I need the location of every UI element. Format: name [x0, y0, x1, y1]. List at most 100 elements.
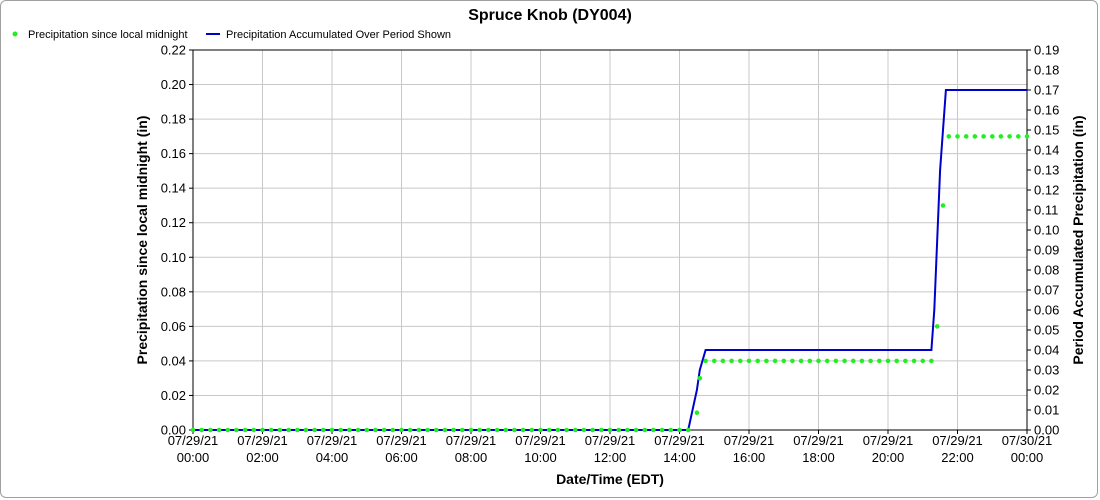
x-axis: 07/29/21 00:00 07/29/21 02:00 07/29/21 04:00 0…: [168, 430, 1053, 465]
data-point: [442, 427, 448, 433]
data-point: [712, 358, 717, 364]
right-tick-label: 0.14: [1034, 143, 1059, 158]
data-point: [1016, 134, 1021, 139]
data-point: [990, 134, 995, 139]
x-tick-date: 07/29/21: [724, 433, 775, 448]
data-point: [425, 427, 430, 433]
data-point: [477, 427, 483, 433]
accumulated-line: [193, 89, 1027, 431]
right-tick-label: 0.01: [1034, 403, 1059, 418]
x-tick-time: 00:00: [177, 450, 210, 465]
x-tick-date: 07/29/21: [585, 433, 636, 448]
data-point: [668, 427, 674, 433]
data-point: [877, 358, 882, 364]
x-tick-date: 07/30/21: [1002, 433, 1053, 448]
left-tick-label: 0.20: [161, 77, 186, 92]
right-tick-label: 0.17: [1034, 83, 1059, 98]
right-tick-label: 0.10: [1034, 223, 1059, 238]
right-tick-label: 0.02: [1034, 383, 1059, 398]
x-tick-time: 22:00: [941, 450, 974, 465]
x-tick-time: 02:00: [246, 450, 279, 465]
legend-label-accumulated: Precipitation Accumulated Over Period Sh…: [226, 29, 451, 41]
left-tick-label: 0.12: [161, 215, 186, 230]
data-point: [659, 427, 665, 433]
left-tick-label: 0.14: [161, 181, 186, 196]
data-point: [355, 427, 361, 433]
right-tick-label: 0.12: [1034, 183, 1059, 198]
right-tick-label: 0.09: [1034, 243, 1059, 258]
x-tick-date: 07/29/21: [863, 433, 914, 448]
data-point: [321, 427, 326, 433]
data-point: [642, 427, 648, 433]
data-point: [512, 427, 517, 433]
x-tick-time: 06:00: [385, 450, 418, 465]
right-tick-label: 0.18: [1034, 63, 1059, 78]
data-point: [929, 358, 934, 364]
x-tick-date: 07/29/21: [237, 433, 288, 448]
data-point: [940, 203, 946, 208]
right-tick-label: 0.06: [1034, 303, 1059, 318]
data-point: [268, 427, 274, 433]
data-point: [963, 134, 969, 139]
data-point: [295, 427, 300, 433]
data-point: [798, 358, 804, 364]
data-point: [208, 427, 213, 433]
data-point: [199, 427, 204, 433]
right-y-axis: 0.00 0.01 0.02 0.03 0.04 0.05 0.06 0.07 0.08 0.09…: [1027, 43, 1059, 438]
data-point: [451, 427, 456, 433]
x-axis-title: Date/Time (EDT): [556, 471, 664, 487]
right-tick-label: 0.00: [1034, 423, 1059, 438]
right-tick-label: 0.11: [1034, 203, 1058, 218]
right-tick-label: 0.19: [1034, 43, 1059, 58]
right-tick-label: 0.16: [1034, 103, 1059, 118]
left-tick-label: 0.10: [161, 250, 186, 265]
left-y-axis: 0.00 0.02 0.04 0.06 0.08 0.10 0.12 0.14 0.16 0.18…: [161, 43, 193, 438]
x-tick-time: 20:00: [872, 450, 905, 465]
data-point: [1007, 134, 1012, 139]
data-point: [885, 358, 891, 364]
x-tick-date: 07/29/21: [793, 433, 844, 448]
data-point: [303, 427, 309, 433]
data-point: [242, 427, 248, 433]
left-tick-label: 0.06: [161, 319, 186, 334]
x-tick-date: 07/29/21: [515, 433, 566, 448]
data-point: [251, 427, 257, 433]
data-point: [381, 427, 387, 433]
left-tick-label: 0.16: [161, 146, 186, 161]
right-tick-label: 0.13: [1034, 163, 1059, 178]
left-tick-label: 0.02: [161, 388, 186, 403]
data-point: [468, 427, 474, 433]
data-point: [364, 427, 370, 433]
right-tick-label: 0.07: [1034, 283, 1059, 298]
data-point: [920, 358, 926, 364]
data-point: [590, 427, 595, 433]
data-point: [685, 427, 691, 433]
data-point: [555, 427, 561, 433]
data-point: [581, 427, 587, 433]
data-point: [616, 427, 621, 433]
data-point: [373, 427, 378, 433]
data-point: [972, 134, 978, 139]
data-point: [868, 358, 873, 364]
data-point: [790, 358, 795, 364]
x-tick-date: 07/29/21: [307, 433, 358, 448]
data-point: [546, 427, 552, 433]
left-y-axis-title: Precipitation since local midnight (in): [134, 116, 150, 365]
data-point: [911, 358, 917, 364]
data-point: [347, 427, 352, 433]
data-point: [816, 358, 821, 364]
data-point: [755, 358, 760, 364]
legend-label-since-midnight: Precipitation since local midnight: [28, 29, 188, 41]
chart-title: Spruce Knob (DY004): [468, 7, 632, 24]
data-point: [503, 427, 509, 433]
data-point: [934, 324, 940, 329]
x-tick-date: 07/29/21: [376, 433, 427, 448]
data-point: [781, 358, 787, 364]
x-tick-time: 10:00: [524, 450, 557, 465]
x-tick-date: 07/29/21: [446, 433, 497, 448]
data-point: [486, 427, 491, 433]
data-point: [694, 410, 700, 416]
data-point: [998, 134, 1004, 139]
